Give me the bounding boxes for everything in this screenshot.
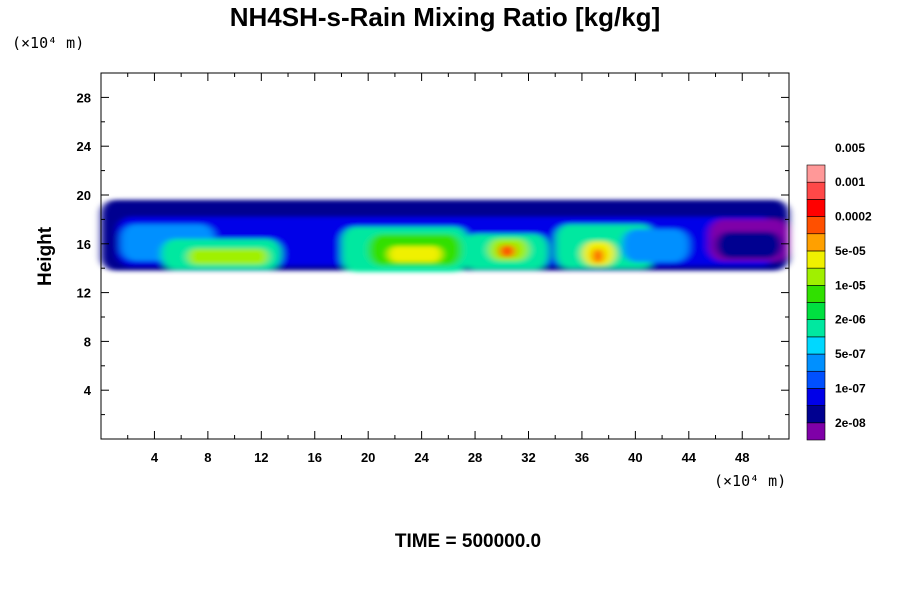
colorbar-swatch bbox=[806, 216, 826, 235]
colorbar-swatch bbox=[806, 405, 826, 424]
colorbar-swatch bbox=[806, 181, 826, 200]
heatmap-region bbox=[715, 231, 783, 259]
heatmap-region bbox=[592, 248, 604, 264]
heatmap-region bbox=[388, 246, 442, 263]
x-tick-label: 8 bbox=[204, 450, 211, 465]
heatmap-region bbox=[499, 245, 516, 258]
plot-frame bbox=[100, 72, 790, 440]
colorbar-label: 5e-05 bbox=[835, 244, 866, 258]
colorbar-swatch bbox=[806, 353, 826, 372]
colorbar-label: 2e-08 bbox=[835, 416, 866, 430]
y-tick-label: 8 bbox=[84, 334, 91, 349]
x-tick-label: 24 bbox=[414, 450, 429, 465]
colorbar-swatch bbox=[806, 422, 826, 441]
heatmap-field bbox=[101, 199, 789, 272]
colorbar-label: 0.005 bbox=[835, 141, 865, 155]
x-tick-label: 12 bbox=[254, 450, 268, 465]
colorbar-swatch bbox=[806, 233, 826, 252]
x-tick-label: 44 bbox=[682, 450, 697, 465]
y-tick-label: 4 bbox=[84, 383, 92, 398]
colorbar-label: 0.0002 bbox=[835, 210, 872, 224]
x-tick-label: 16 bbox=[308, 450, 322, 465]
x-tick-label: 40 bbox=[628, 450, 642, 465]
x-tick-label: 28 bbox=[468, 450, 482, 465]
colorbar-swatch bbox=[806, 336, 826, 355]
colorbar-swatch bbox=[806, 250, 826, 269]
y-tick-label: 12 bbox=[77, 286, 91, 301]
colorbar-swatch bbox=[806, 164, 826, 183]
colorbar-label: 2e-06 bbox=[835, 313, 866, 327]
colorbar-swatch bbox=[806, 267, 826, 286]
x-axis-unit: (×10⁴ m) bbox=[714, 472, 787, 490]
x-tick-label: 20 bbox=[361, 450, 375, 465]
colorbar-swatch bbox=[806, 370, 826, 389]
heatmap-region bbox=[622, 229, 689, 263]
y-tick-label: 28 bbox=[77, 90, 91, 105]
y-tick-label: 20 bbox=[77, 188, 91, 203]
x-tick-label: 32 bbox=[521, 450, 535, 465]
y-axis-unit: (×10⁴ m) bbox=[12, 34, 85, 52]
y-tick-label: 16 bbox=[77, 237, 91, 252]
colorbar-swatch bbox=[806, 285, 826, 303]
colorbar-label: 1e-07 bbox=[835, 381, 866, 395]
colorbar-label: 5e-07 bbox=[835, 347, 866, 361]
x-tick-label: 48 bbox=[735, 450, 749, 465]
x-tick-label: 4 bbox=[151, 450, 159, 465]
y-tick-label: 24 bbox=[77, 139, 92, 154]
colorbar-swatch bbox=[806, 319, 826, 338]
colorbar-swatch bbox=[806, 199, 826, 217]
colorbar-swatch bbox=[806, 388, 826, 406]
chart-title: NH4SH-s-Rain Mixing Ratio [kg/kg] bbox=[229, 2, 661, 32]
x-tick-label: 36 bbox=[575, 450, 589, 465]
colorbar-label: 0.001 bbox=[835, 175, 865, 189]
colorbar-label: 1e-05 bbox=[835, 278, 866, 292]
colorbar: 2e-08 1e-07 5e-07 2e-06 1e-05 5e-05 0.0002 0.00… bbox=[806, 141, 872, 441]
colorbar-swatch bbox=[806, 302, 826, 320]
time-footer: TIME = 500000.0 bbox=[394, 531, 542, 552]
heatmap-region bbox=[187, 248, 268, 265]
